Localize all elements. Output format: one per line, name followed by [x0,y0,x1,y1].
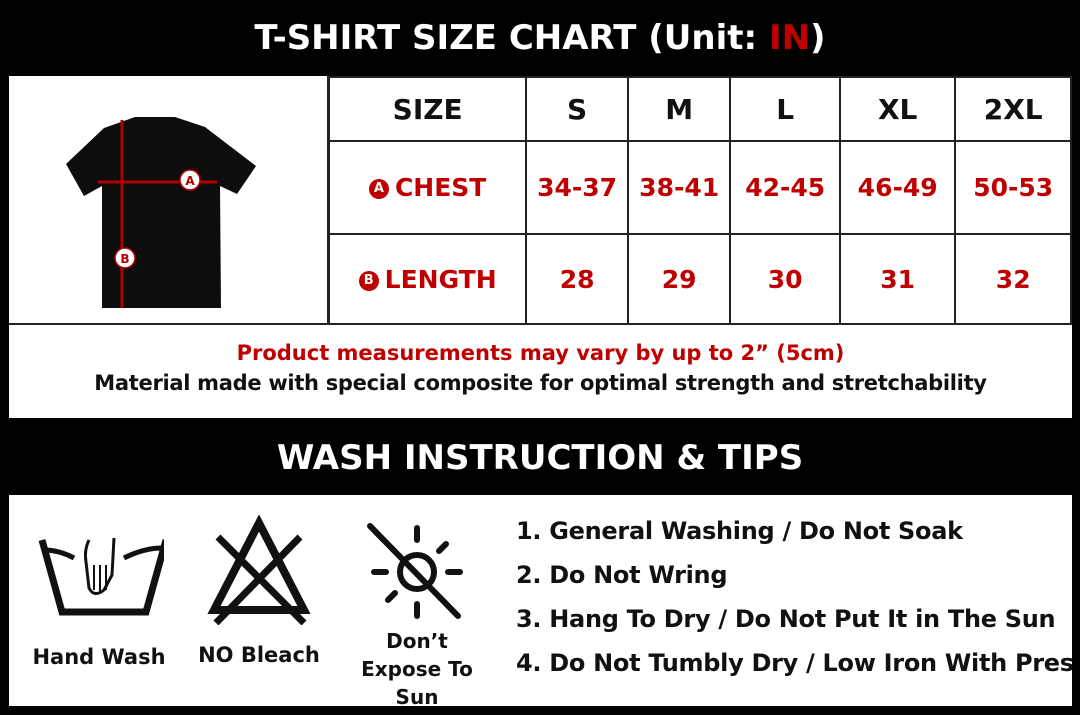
no-bleach: NO Bleach [189,514,329,667]
tshirt-icon: A B [66,117,256,308]
length-xl: 31 [838,233,957,325]
chest-s: 34-37 [525,140,629,235]
page-title: T-SHIRT SIZE CHART (Unit: IN) [254,18,826,58]
no-bleach-label: NO Bleach [198,643,320,667]
hand-wash-icon [38,537,170,616]
wash-panel: Hand Wash NO Bleach Don’t Expose To Sun … [9,495,1072,706]
length-row: B LENGTH 28 29 30 31 32 [327,233,1072,325]
tip-4: 4. Do Not Tumbly Dry / Low Iron With Pre… [516,649,1072,677]
marker-a: A [185,174,195,188]
chest-label: A CHEST [327,140,528,235]
marker-a-icon: A [368,179,389,199]
size-header-row: SIZE S M L XL 2XL [327,76,1072,142]
wash-title: WASH INSTRUCTION & TIPS [276,438,804,478]
chest-m: 38-41 [626,140,732,235]
size-s: S [525,76,629,142]
tips-list: 1. General Washing / Do Not Soak 2. Do N… [516,517,1072,693]
length-l: 30 [729,233,841,325]
size-label: SIZE [327,76,528,142]
no-sun: Don’t Expose To Sun [342,520,492,706]
notes: Product measurements may vary by up to 2… [9,325,1072,418]
marker-b: B [120,252,129,266]
material-note: Material made with special composite for… [94,371,987,395]
size-table: SIZE S M L XL 2XL A CHEST 34-37 38-41 42-… [327,76,1072,325]
chest-xl: 46-49 [838,140,957,235]
tip-1: 1. General Washing / Do Not Soak [516,517,963,545]
variance-note: Product measurements may vary by up to 2… [236,341,845,365]
length-label: B LENGTH [327,233,528,325]
hand-wash: Hand Wash [29,530,170,669]
chest-row: A CHEST 34-37 38-41 42-45 46-49 50-53 [327,140,1072,235]
no-bleach-icon [207,514,311,626]
marker-b-icon: B [358,270,379,291]
tip-2: 2. Do Not Wring [516,561,728,589]
chest-l: 42-45 [729,140,841,235]
size-2xl: 2XL [954,76,1072,142]
chest-2xl: 50-53 [954,140,1072,235]
length-s: 28 [525,233,629,325]
size-m: M [626,76,732,142]
hand-wash-label: Hand Wash [32,645,166,669]
unit-label: IN [768,18,811,58]
size-chart-panel: A B SIZE S M L XL 2XL A CHEST 34-37 38-41… [9,76,1072,418]
length-m: 29 [626,233,732,325]
tshirt-diagram: A B [9,76,329,325]
no-sun-label: Don’t Expose To Sun [361,629,473,706]
size-l: L [729,76,841,142]
length-2xl: 32 [954,233,1072,325]
tip-3: 3. Hang To Dry / Do Not Put It in The Su… [516,605,1056,633]
no-sun-icon [367,523,463,619]
size-xl: XL [838,76,957,142]
